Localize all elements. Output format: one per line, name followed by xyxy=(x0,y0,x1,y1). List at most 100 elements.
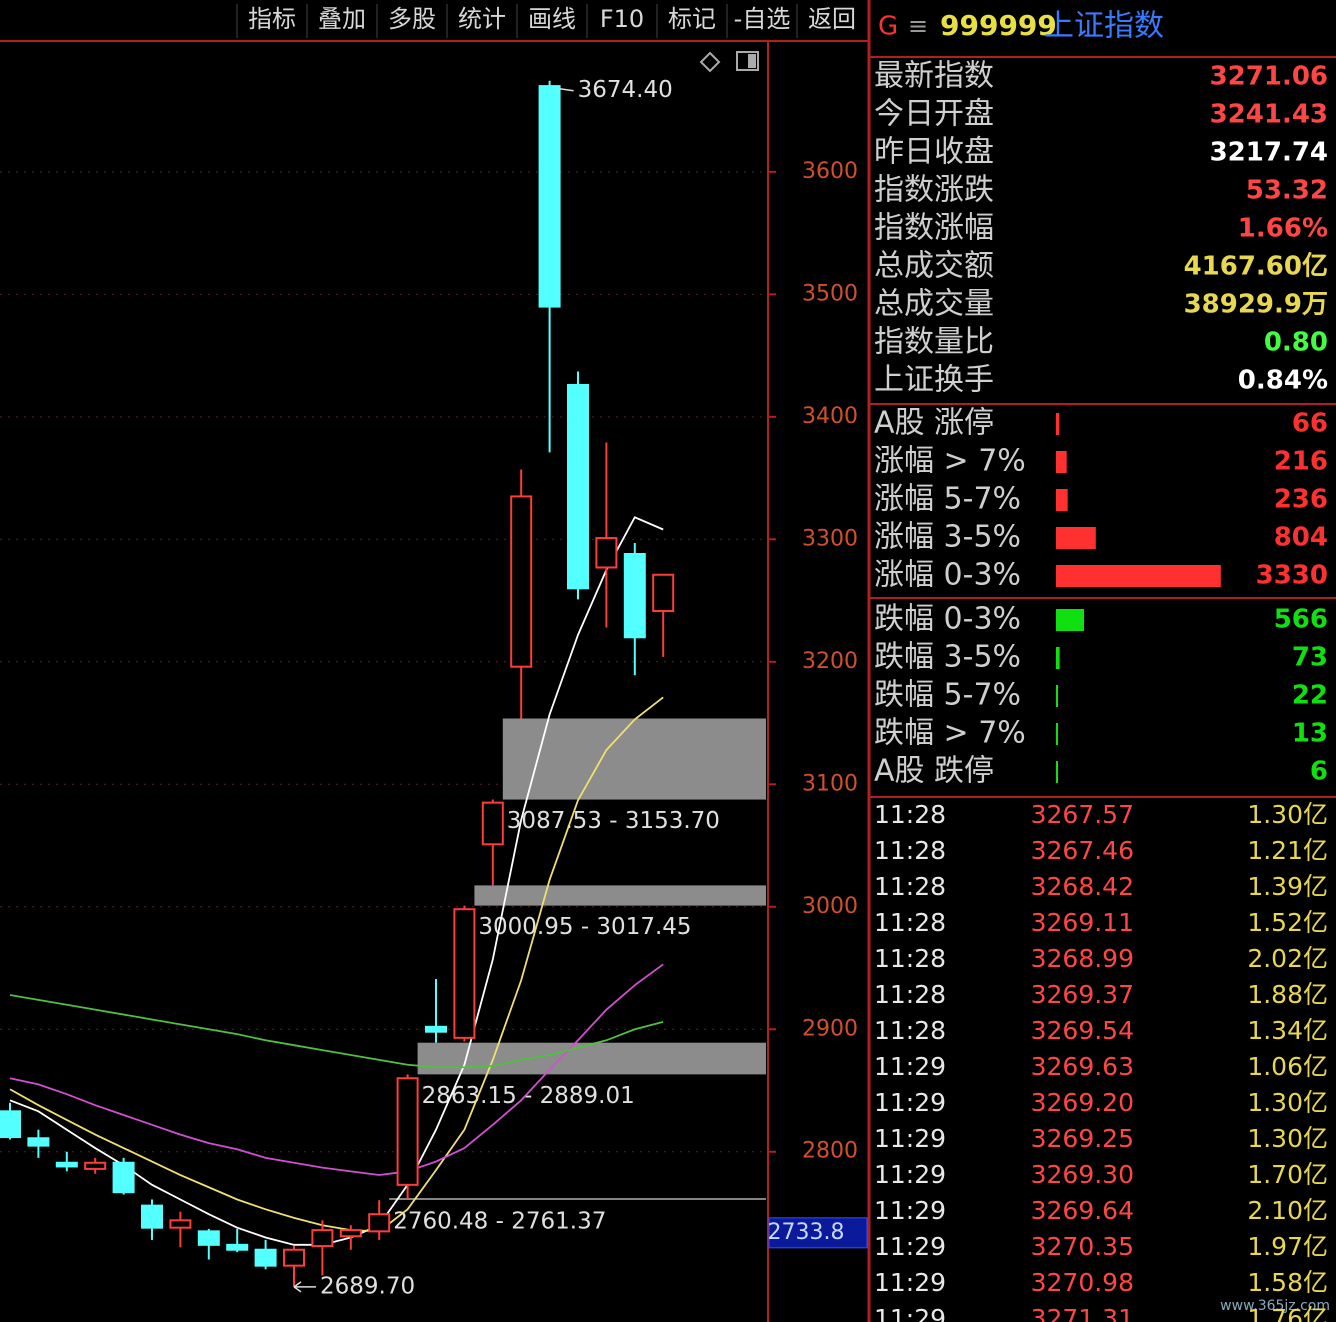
breadth-count: 804 xyxy=(1274,523,1328,553)
tick-time: 11:29 xyxy=(874,1304,946,1322)
stat-label: 昨日收盘 xyxy=(874,135,994,170)
candle-body xyxy=(623,553,646,639)
y-tick-label: 2800 xyxy=(802,1139,858,1164)
header-menu[interactable]: ≡ xyxy=(908,12,928,40)
tick-time: 11:29 xyxy=(874,1232,946,1261)
tick-price: 3269.20 xyxy=(1031,1088,1134,1117)
breadth-count: 216 xyxy=(1274,447,1328,477)
candle-body xyxy=(453,908,476,1039)
high-pointer xyxy=(559,87,574,92)
tick-volume: 1.21亿 xyxy=(1247,836,1328,865)
tick-volume: 1.39亿 xyxy=(1247,872,1328,901)
tick-price: 3269.30 xyxy=(1031,1160,1134,1189)
tick-time: 11:28 xyxy=(874,872,946,901)
tick-price: 3269.25 xyxy=(1031,1124,1134,1153)
stat-label: 指数涨幅 xyxy=(874,211,994,246)
tick-time: 11:28 xyxy=(874,980,946,1009)
toolbar-button[interactable]: 多股 xyxy=(388,5,436,33)
diamond-icon[interactable] xyxy=(699,51,721,73)
breadth-label: 涨幅 5-7% xyxy=(874,482,1021,517)
candle-body xyxy=(368,1213,391,1233)
gap-label: 3087.53 - 3153.70 xyxy=(507,808,720,834)
toolbar-button[interactable]: F10 xyxy=(600,5,644,33)
tick-time: 11:29 xyxy=(874,1052,946,1081)
candle-body xyxy=(112,1161,135,1194)
moving-average xyxy=(9,696,664,1233)
tick-price: 3270.98 xyxy=(1031,1268,1134,1297)
breadth-label: 跌幅 3-5% xyxy=(874,640,1021,675)
tick-time: 11:28 xyxy=(874,944,946,973)
toolbar-button[interactable]: 返回 xyxy=(808,5,856,33)
stat-value: 4167.60亿 xyxy=(1184,252,1328,282)
breadth-count: 66 xyxy=(1292,409,1328,439)
tick-price: 3267.57 xyxy=(1031,800,1134,829)
stat-label: 上证换手 xyxy=(874,363,994,398)
candle-body xyxy=(595,537,618,569)
breadth-bar xyxy=(1056,413,1060,435)
gap-zone xyxy=(417,1042,766,1075)
tick-volume: 2.02亿 xyxy=(1247,944,1328,973)
tick-volume: 1.06亿 xyxy=(1247,1052,1328,1081)
tick-time: 11:29 xyxy=(874,1088,946,1117)
tick-time: 11:28 xyxy=(874,1016,946,1045)
candle-body xyxy=(141,1204,163,1229)
breadth-count: 236 xyxy=(1274,485,1328,515)
toolbar-button[interactable]: 统计 xyxy=(458,5,506,33)
breadth-count: 13 xyxy=(1292,719,1328,749)
toolbar-button[interactable]: 指标 xyxy=(248,5,296,33)
candle-body xyxy=(197,1230,220,1246)
breadth-label: 涨幅 > 7% xyxy=(874,444,1026,479)
tick-volume: 1.30亿 xyxy=(1247,1124,1328,1153)
stat-label: 最新指数 xyxy=(874,59,994,94)
toolbar-button[interactable]: -自选 xyxy=(734,5,791,33)
tick-time: 11:29 xyxy=(874,1196,946,1225)
stat-label: 指数量比 xyxy=(874,325,994,360)
candle-body xyxy=(538,85,561,308)
candle-body xyxy=(339,1229,362,1238)
stat-value: 38929.9万 xyxy=(1184,290,1328,320)
stat-label: 总成交量 xyxy=(874,287,994,322)
y-tick-label: 3200 xyxy=(802,649,858,674)
panel-icon[interactable] xyxy=(736,51,759,71)
tick-volume: 1.88亿 xyxy=(1247,980,1328,1009)
candle-body xyxy=(169,1219,192,1229)
breadth-count: 22 xyxy=(1292,681,1328,711)
breadth-bar xyxy=(1056,647,1060,669)
tick-volume: 2.10亿 xyxy=(1247,1196,1328,1225)
candle-body xyxy=(226,1243,249,1251)
candle-body xyxy=(425,1025,447,1033)
header-flag: G xyxy=(878,12,898,42)
tick-time: 11:28 xyxy=(874,908,946,937)
header-code: 999999 xyxy=(940,9,1057,42)
low-label: 2689.70 xyxy=(320,1273,415,1299)
toolbar-button[interactable]: 叠加 xyxy=(318,5,366,33)
stat-value: 3271.06 xyxy=(1210,62,1328,92)
stat-label: 指数涨跌 xyxy=(874,173,994,208)
stat-value: 1.66% xyxy=(1238,214,1328,244)
breadth-label: 跌幅 5-7% xyxy=(874,678,1021,713)
y-tick-label: 3600 xyxy=(802,159,858,184)
breadth-bar xyxy=(1056,451,1067,473)
toolbar-button[interactable]: 标记 xyxy=(668,5,716,33)
stat-value: 0.80 xyxy=(1264,328,1328,358)
breadth-count: 73 xyxy=(1292,643,1328,673)
candle-body xyxy=(0,1110,21,1139)
toolbar-button[interactable]: 画线 xyxy=(528,5,576,33)
gap-zone xyxy=(474,885,766,906)
tick-price: 3268.99 xyxy=(1031,944,1134,973)
breadth-label: 涨幅 3-5% xyxy=(874,520,1021,555)
breadth-bar xyxy=(1056,609,1085,631)
candle-body xyxy=(481,801,504,846)
gap-label: 3000.95 - 3017.45 xyxy=(478,914,691,940)
tick-time: 11:28 xyxy=(874,800,946,829)
tick-price: 3271.31 xyxy=(1031,1304,1134,1322)
breadth-label: A股 跌停 xyxy=(874,754,994,789)
y-tick-label: 2900 xyxy=(802,1016,858,1041)
tick-price: 3270.35 xyxy=(1031,1232,1134,1261)
candle-body xyxy=(55,1161,78,1168)
stat-value: 3241.43 xyxy=(1210,100,1328,130)
stat-label: 总成交额 xyxy=(874,249,994,284)
candle-body xyxy=(396,1077,419,1186)
moving-average xyxy=(9,963,664,1176)
candle-body xyxy=(311,1229,334,1248)
